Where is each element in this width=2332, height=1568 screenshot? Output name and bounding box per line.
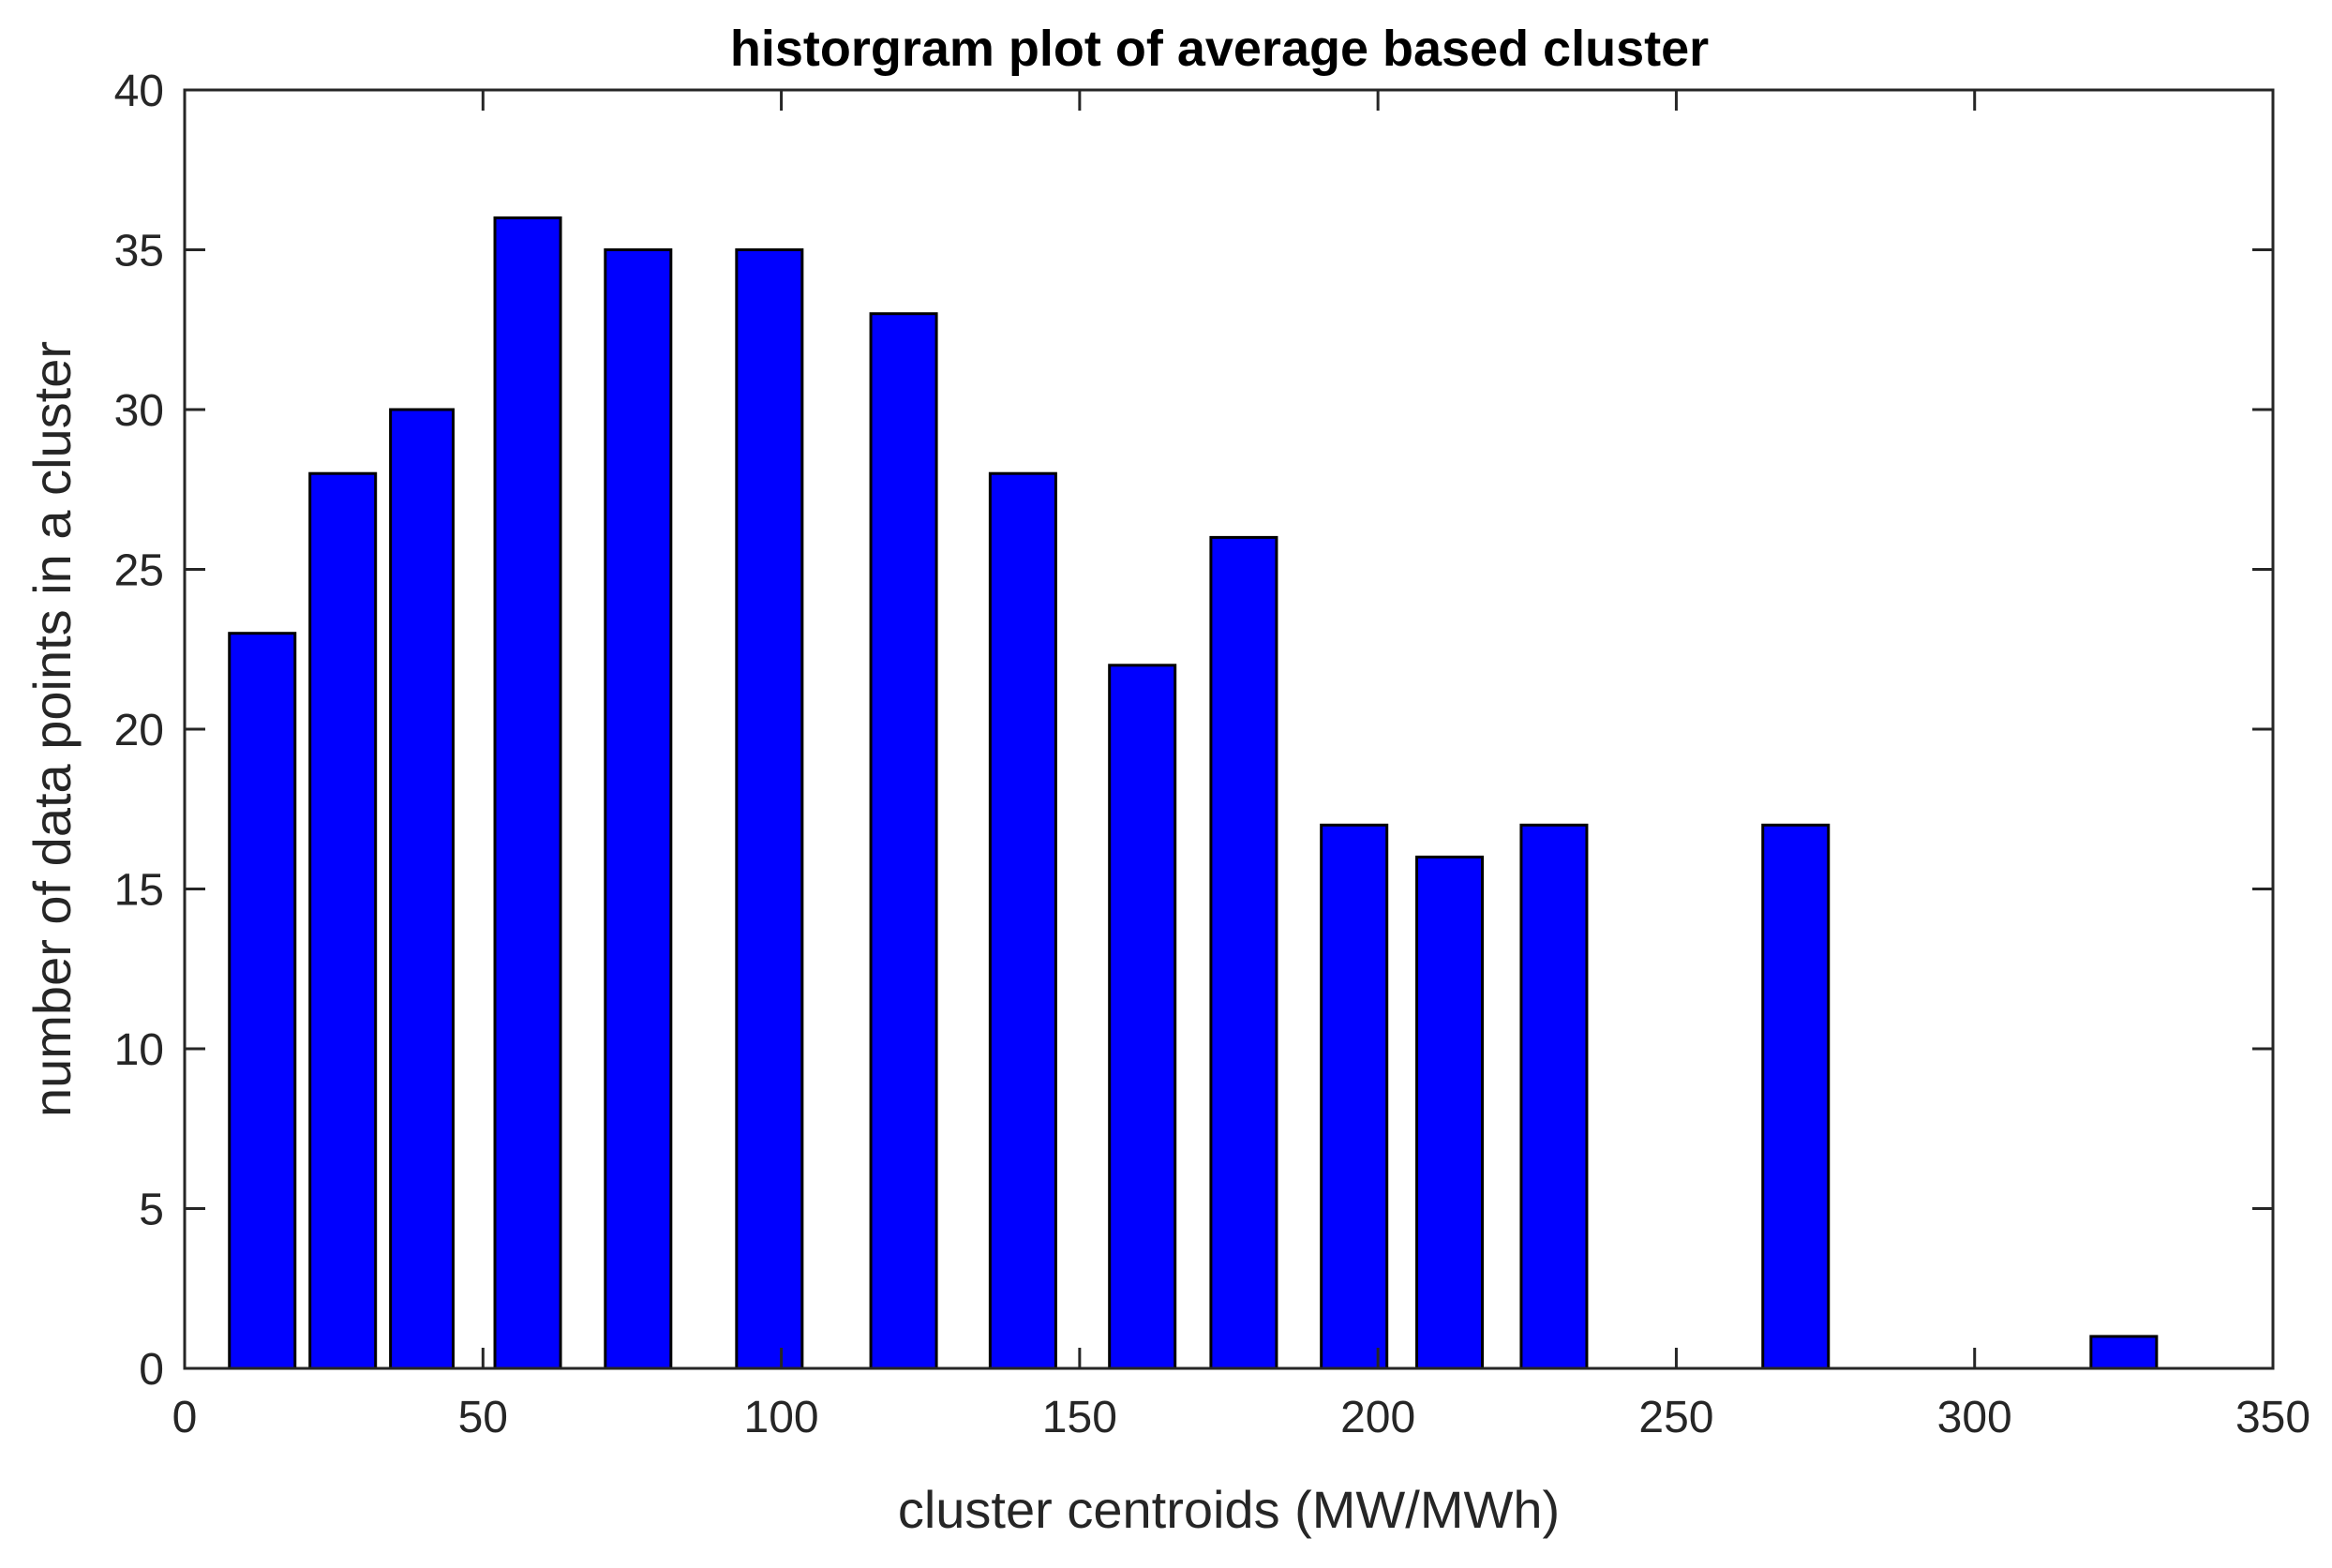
x-axis-label: cluster centroids (MW/MWh) — [898, 1480, 1560, 1539]
bar-6 — [735, 248, 804, 1370]
bar-14 — [1761, 823, 1831, 1370]
bar-11 — [1320, 823, 1389, 1370]
y-tick-label-40: 40 — [114, 67, 164, 116]
bar-9 — [1108, 664, 1177, 1370]
y-tick-label-0: 0 — [139, 1345, 164, 1395]
x-tick-label-300: 300 — [1937, 1393, 2012, 1442]
x-tick-label-350: 350 — [2235, 1393, 2310, 1442]
bar-2 — [308, 471, 378, 1370]
x-tick-label-150: 150 — [1042, 1393, 1117, 1442]
bar-8 — [988, 471, 1057, 1370]
bar-1 — [228, 632, 297, 1370]
bar-13 — [1519, 823, 1589, 1370]
bar-12 — [1415, 855, 1485, 1370]
chart-title: historgram plot of average based cluster — [730, 21, 1709, 77]
bar-5 — [604, 248, 673, 1370]
bars-group — [228, 216, 2159, 1370]
y-tick-label-35: 35 — [114, 227, 164, 276]
y-axis-ticks: 0 5 10 15 20 25 30 35 40 — [114, 67, 2273, 1395]
bar-4 — [493, 216, 562, 1370]
bar-3 — [389, 408, 455, 1370]
y-tick-label-25: 25 — [114, 546, 164, 596]
y-tick-label-30: 30 — [114, 386, 164, 436]
x-tick-label-50: 50 — [458, 1393, 508, 1442]
x-tick-label-200: 200 — [1340, 1393, 1415, 1442]
x-tick-label-250: 250 — [1638, 1393, 1713, 1442]
x-axis-ticks: 0 50 100 150 200 250 300 350 — [172, 90, 2310, 1442]
y-tick-label-10: 10 — [114, 1025, 164, 1075]
x-tick-label-100: 100 — [744, 1393, 819, 1442]
y-tick-label-5: 5 — [139, 1186, 164, 1235]
y-tick-label-20: 20 — [114, 706, 164, 755]
x-tick-label-0: 0 — [172, 1393, 198, 1442]
bar-10 — [1209, 535, 1278, 1370]
bar-7 — [869, 312, 938, 1370]
plot-frame — [183, 88, 2275, 1370]
y-tick-label-15: 15 — [114, 866, 164, 916]
y-axis-label: number of data points in a cluster — [22, 341, 82, 1117]
bar-15 — [2089, 1335, 2159, 1370]
